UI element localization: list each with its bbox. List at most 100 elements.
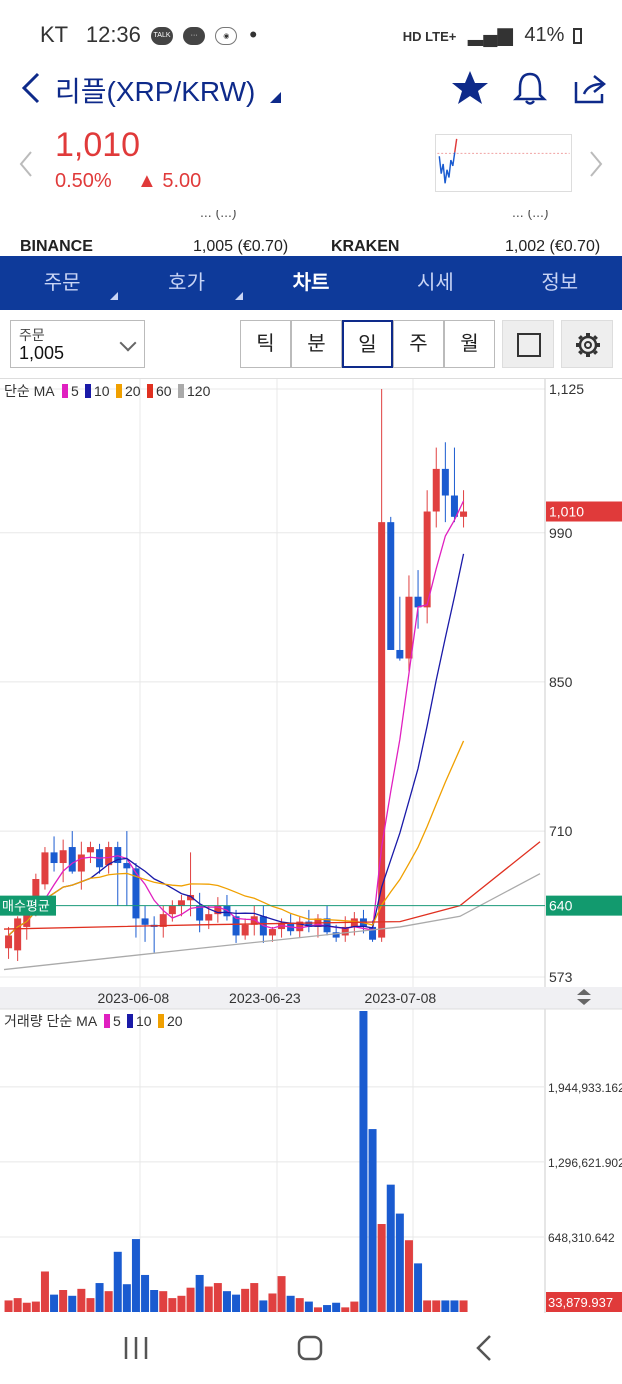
order-select-value: 1,005: [19, 343, 65, 363]
period-button-0[interactable]: 틱: [240, 320, 291, 368]
candle-body: [141, 918, 149, 925]
signal-icon: ▂▄▆: [467, 24, 513, 46]
mini-chart[interactable]: [435, 134, 572, 192]
tab-1[interactable]: 호가: [124, 256, 248, 310]
next-coin-icon[interactable]: [588, 150, 604, 178]
candle-body: [396, 649, 404, 659]
legend-ma-label: 5: [71, 383, 79, 399]
volume-bar: [131, 1239, 140, 1312]
candle-body: [159, 914, 167, 927]
tab-label: 주문: [43, 272, 81, 294]
candle-body: [123, 863, 131, 869]
candle-body: [378, 522, 386, 938]
volume-bar: [232, 1294, 241, 1312]
ma-line-120: [3, 873, 541, 971]
candle-body: [432, 468, 440, 512]
volume-bar: [177, 1295, 186, 1312]
tab-4[interactable]: 정보: [498, 256, 622, 310]
volume-bar: [13, 1298, 22, 1312]
settings-button[interactable]: [561, 320, 613, 368]
candle-body: [105, 847, 113, 866]
volume-bar: [341, 1307, 350, 1312]
page-title[interactable]: 리플(XRP/KRW): [55, 76, 256, 107]
exchange-prices: ... (...) ... (...) BINANCE 1,005 (€0.70…: [0, 210, 622, 256]
back-arrow-icon[interactable]: [18, 68, 48, 108]
candle-body: [86, 847, 94, 853]
candle-body: [414, 596, 422, 608]
volume-bar: [286, 1295, 295, 1312]
candle-body: [341, 926, 349, 936]
candle-body: [332, 932, 340, 938]
change-amount: ▲ 5.00: [137, 170, 202, 192]
tab-bar: 주문 호가 차트 시세 정보: [0, 256, 622, 310]
chart-area[interactable]: 1,125 990 850 710 573 단순 MA 5 10 20 60 120 매수평균 640 1…: [0, 378, 622, 1314]
price-tick-label: 710: [549, 823, 573, 839]
period-button-3[interactable]: 주: [393, 320, 444, 368]
volume-bar: [432, 1300, 441, 1312]
bell-icon[interactable]: [510, 68, 550, 108]
fullscreen-button[interactable]: [502, 320, 554, 368]
title-dropdown-icon[interactable]: [270, 92, 281, 103]
legend-swatch: [116, 384, 122, 398]
resize-up-icon: [577, 989, 591, 995]
chat-icon: ···: [183, 27, 206, 46]
volume-bar: [59, 1290, 68, 1312]
avg-buy-value-tag: [546, 895, 622, 916]
volume-bar: [195, 1274, 204, 1312]
tab-0[interactable]: 주문: [0, 256, 124, 310]
volume-bar: [141, 1274, 150, 1312]
recent-apps-icon[interactable]: [122, 1335, 150, 1361]
share-icon[interactable]: [570, 68, 610, 108]
avg-buy-tag: [0, 895, 56, 916]
period-button-4[interactable]: 월: [444, 320, 495, 368]
legend-swatch: [85, 384, 91, 398]
volume-bar: [323, 1305, 332, 1312]
volume-bar: [4, 1300, 13, 1312]
candle-body: [5, 935, 13, 949]
candle-body: [369, 926, 377, 940]
period-button-2[interactable]: 일: [342, 320, 393, 368]
volume-last-tag: [546, 1292, 622, 1312]
candle-body: [132, 868, 140, 919]
prev-coin-icon[interactable]: [18, 150, 34, 178]
volume-bar: [414, 1263, 423, 1312]
volume-legend-label: 거래량 단순 MA: [4, 1013, 98, 1029]
candle-body: [59, 850, 67, 864]
exchange-cut-left: ... (...): [200, 210, 237, 220]
price-tick-label: 990: [549, 525, 573, 541]
candle-body: [305, 921, 313, 927]
legend-ma-label: 60: [156, 383, 172, 399]
candle-body: [268, 929, 276, 936]
volume-bar: [250, 1283, 259, 1312]
candle-body: [441, 468, 449, 496]
x-axis-label: 2023-07-08: [365, 990, 437, 1006]
candle-body: [387, 522, 395, 650]
volume-bar: [159, 1291, 168, 1312]
current-price-tag: [546, 501, 622, 522]
period-button-1[interactable]: 분: [291, 320, 342, 368]
star-icon[interactable]: [450, 68, 490, 108]
legend-ma-label: 10: [94, 383, 110, 399]
volume-tick-label: 1,944,933.162: [548, 1081, 622, 1095]
tab-2[interactable]: 차트: [249, 256, 373, 310]
exchange-value-kraken: 1,002 (€0.70): [505, 238, 601, 255]
volume-bar: [104, 1291, 113, 1312]
volume-bar: [68, 1295, 77, 1312]
tab-label: 시세: [416, 272, 454, 294]
volume-bar: [50, 1294, 59, 1312]
volume-bar: [304, 1301, 313, 1312]
candle-body: [423, 511, 431, 608]
price-legend-label: 단순 MA: [4, 383, 55, 399]
candle-body: [187, 894, 195, 901]
network-label: HD LTE+: [402, 29, 457, 44]
volume-bar: [241, 1288, 250, 1312]
volume-bar: [459, 1300, 468, 1312]
volume-bar: [222, 1291, 231, 1312]
price-volume-chart[interactable]: 1,125 990 850 710 573 단순 MA 5 10 20 60 120 매수평균 640 1…: [0, 379, 622, 1314]
order-select[interactable]: 주문 1,005: [10, 320, 145, 368]
nav-back-icon[interactable]: [474, 1333, 494, 1363]
home-icon[interactable]: [296, 1334, 324, 1362]
tab-3[interactable]: 시세: [373, 256, 497, 310]
ma-line-60: [3, 841, 541, 930]
volume-bar: [95, 1283, 104, 1312]
